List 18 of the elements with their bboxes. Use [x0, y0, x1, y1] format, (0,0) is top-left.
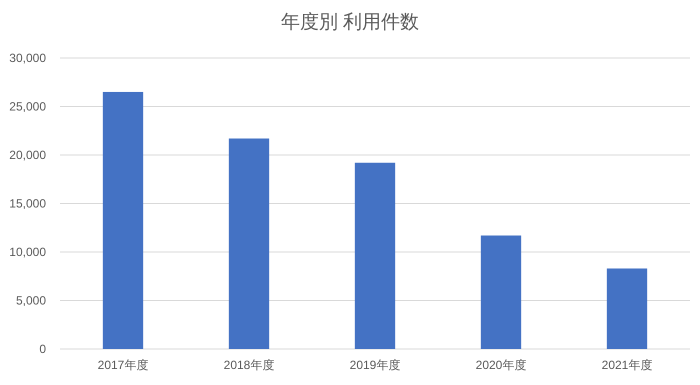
y-tick-label: 0 — [39, 342, 46, 356]
chart-title: 年度別 利用件数 — [280, 11, 420, 33]
y-tick-label: 10,000 — [9, 245, 46, 259]
x-tick-label: 2020年度 — [476, 358, 526, 372]
y-tick-label: 25,000 — [9, 100, 46, 114]
bar — [228, 138, 270, 349]
bar — [480, 236, 522, 349]
y-tick-label: 15,000 — [9, 196, 46, 210]
y-tick-label: 5,000 — [16, 294, 46, 308]
x-tick-label: 2019年度 — [350, 358, 400, 372]
x-tick-label: 2017年度 — [98, 358, 148, 372]
x-tick-label: 2018年度 — [224, 358, 274, 372]
y-tick-label: 20,000 — [9, 148, 46, 162]
y-tick-label: 30,000 — [9, 51, 46, 65]
bar — [606, 268, 648, 349]
bar — [354, 162, 396, 349]
bar — [102, 92, 144, 349]
x-tick-label: 2021年度 — [602, 358, 652, 372]
